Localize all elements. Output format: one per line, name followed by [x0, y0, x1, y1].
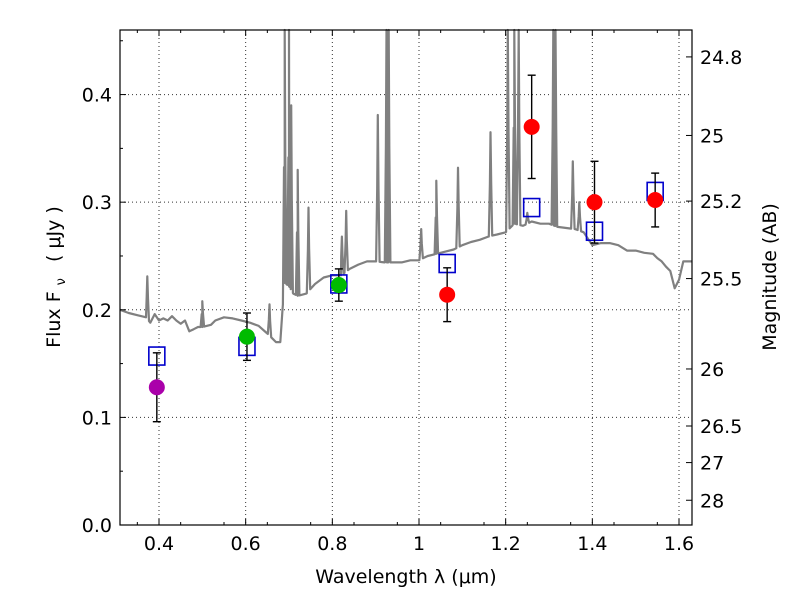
- observed-flux-point: [647, 192, 664, 209]
- x-tick-label: 1.4: [577, 533, 607, 555]
- y-axis-title-subscript: ν: [54, 278, 69, 285]
- y2-tick-label: 25.2: [700, 191, 742, 213]
- x-tick-label: 1: [413, 533, 425, 555]
- y-tick-label: 0.4: [82, 85, 112, 107]
- observed-flux-point: [523, 118, 540, 135]
- y-tick-label: 0.3: [82, 192, 112, 214]
- x-axis-title: Wavelength λ (μm): [315, 566, 496, 588]
- observed-flux-point: [148, 379, 165, 396]
- grid-layer: [120, 30, 692, 525]
- y2-axis-title: Magnitude (AB): [759, 203, 781, 351]
- y-axis-title-unit: ( μJy ): [43, 206, 65, 262]
- x-tick-label: 0.8: [317, 533, 347, 555]
- y2-tick-label: 27: [700, 453, 724, 475]
- y-axis-title-group: Flux F ν ( μJy ): [43, 206, 70, 348]
- observed-flux-point: [586, 194, 603, 211]
- x-tick-label: 1.2: [491, 533, 521, 555]
- svg-text:Flux F ν ( μJy ): Flux F ν ( μJy ): [43, 206, 70, 348]
- observed-flux-point: [238, 328, 255, 345]
- y2-tick-label: 28: [700, 490, 724, 512]
- points-layer: [148, 74, 664, 423]
- y-tick-label: 0.1: [82, 407, 112, 429]
- y2-tick-label: 26.5: [700, 416, 742, 438]
- y2-tick-label: 24.8: [700, 47, 742, 69]
- y2-axis-title-group: Magnitude (AB): [759, 203, 781, 351]
- model-spectrum-line: [119, 28, 692, 344]
- x-tick-label: 0.4: [144, 533, 174, 555]
- model-photometry-square: [522, 197, 541, 218]
- model-layer: [119, 28, 692, 344]
- y2-tick-label: 25: [700, 125, 724, 147]
- plot-frame: [119, 29, 693, 526]
- y-tick-label: 0.0: [82, 515, 112, 537]
- axes-layer: 0.4 0.6 0.8 1 1.2 1.4 1.6 0.0 0.1 0.2 0.3 0.4 24.8 25…: [82, 30, 742, 555]
- observed-flux-point: [330, 277, 347, 294]
- y-axis-title: Flux F: [43, 291, 65, 347]
- x-tick-label: 0.6: [231, 533, 261, 555]
- y-tick-label: 0.2: [82, 300, 112, 322]
- x-tick-label: 1.6: [664, 533, 694, 555]
- y2-tick-label: 26: [700, 359, 724, 381]
- y2-tick-label: 25.5: [700, 269, 742, 291]
- observed-flux-point: [439, 286, 456, 303]
